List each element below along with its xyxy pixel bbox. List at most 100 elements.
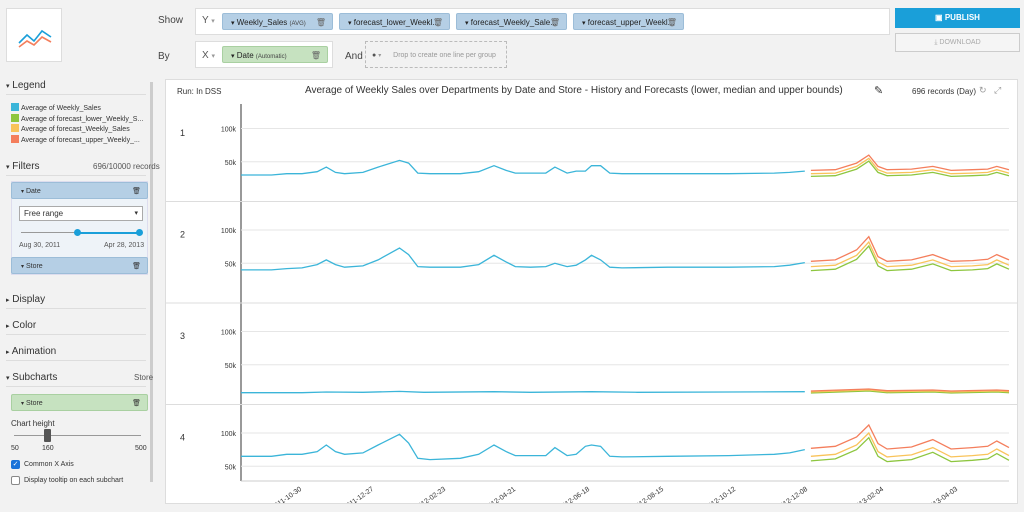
- trash-icon[interactable]: 🗑: [310, 51, 321, 60]
- download-icon: ⤓: [934, 39, 938, 46]
- measure-pill-forecast-upper[interactable]: ▾ forecast_upper_Weekl... 🗑: [573, 13, 684, 30]
- edit-title-icon[interactable]: ✎: [874, 85, 884, 97]
- x-tick-label: 2012-06-18: [558, 486, 591, 503]
- series-line-forecast-upper: [810, 235, 1010, 262]
- line-chart-icon: [18, 29, 52, 48]
- subchart-label: 4: [180, 433, 185, 443]
- legend-swatch: [11, 124, 19, 132]
- height-slider-track[interactable]: [14, 435, 141, 436]
- subchart-store-pill[interactable]: ▾ Store 🗑: [11, 394, 148, 411]
- series-line-forecast-lower: [810, 436, 1010, 463]
- display-section-header[interactable]: ▸ Display: [6, 294, 46, 305]
- droplet-icon: ●: [372, 52, 377, 59]
- measure-pill-forecast-lower[interactable]: ▾ forecast_lower_Weekl... 🗑: [339, 13, 450, 30]
- filters-count: 696/10000 records: [93, 162, 160, 171]
- legend-label: Average of forecast_Weekly_Sales: [21, 126, 130, 133]
- legend-item[interactable]: Average of forecast_Weekly_Sales: [11, 124, 149, 135]
- series-line-forecast-upper: [810, 154, 1010, 172]
- store-filter-pill[interactable]: ▾ Store 🗑: [11, 257, 148, 274]
- trash-icon[interactable]: 🗑: [132, 263, 141, 270]
- y-tick-label: 100k: [221, 431, 237, 438]
- trash-icon[interactable]: 🗑: [132, 400, 141, 407]
- trash-icon[interactable]: 🗑: [549, 18, 560, 27]
- series-line-forecast: [810, 431, 1010, 458]
- range-end-handle[interactable]: [136, 229, 143, 236]
- date-filter-pill[interactable]: ▾ Date 🗑: [11, 182, 148, 199]
- color-section-header[interactable]: ▸ Color: [6, 320, 37, 331]
- refresh-icon[interactable]: ↻: [979, 85, 987, 95]
- legend-label: Average of Weekly_Sales: [21, 105, 101, 112]
- range-type-select[interactable]: Free range ▾: [19, 206, 143, 221]
- by-label: By: [158, 51, 170, 62]
- measure-pill-weekly-sales[interactable]: ▾ Weekly_Sales (AVG) 🗑: [222, 13, 333, 30]
- x-axis-selector[interactable]: X ▾: [202, 50, 215, 61]
- series-line-forecast: [810, 240, 1010, 268]
- chart-type-icon[interactable]: [6, 8, 62, 62]
- range-slider-fill: [76, 232, 139, 234]
- x-tick-label: 2013-04-03: [926, 486, 959, 503]
- filters-section-header[interactable]: ▾ Filters: [6, 161, 40, 172]
- series-line-forecast: [810, 157, 1010, 175]
- height-min-label: 50: [11, 445, 19, 452]
- publish-button[interactable]: ▣ PUBLISH: [895, 8, 1020, 28]
- subcharts-section-header[interactable]: ▾ Subcharts: [6, 372, 58, 383]
- x-tick-label: 2012-10-12: [704, 486, 737, 503]
- common-x-checkbox[interactable]: ✓: [11, 460, 20, 469]
- legend-swatch: [11, 113, 19, 122]
- dashboard-icon: ▣: [935, 13, 943, 22]
- trash-icon[interactable]: 🗑: [432, 18, 443, 27]
- measure-pill-forecast[interactable]: ▾ forecast_Weekly_Sale... 🗑: [456, 13, 567, 30]
- series-line-weekly-sales: [241, 390, 805, 394]
- series-line-forecast-lower: [810, 390, 1010, 394]
- chart-height-label: Chart height: [11, 419, 55, 428]
- show-label: Show: [158, 15, 184, 26]
- records-count: 696 records (Day): [912, 87, 977, 96]
- chart-area: 1 50k 100k 2 50k 100k 3 50k 100k 4 50k 100k 2011-10-…: [166, 104, 1017, 503]
- range-start-label: Aug 30, 2011: [19, 242, 61, 249]
- legend-item[interactable]: Average of forecast_upper_Weekly_...: [11, 134, 149, 146]
- legend-section-header[interactable]: ▾ Legend: [6, 80, 46, 91]
- legend-swatch: [11, 103, 19, 111]
- dimension-pill-date[interactable]: ▾ Date (Automatic) 🗑: [222, 46, 328, 63]
- x-tick-label: 2012-08-15: [632, 486, 665, 503]
- series-line-forecast-upper: [810, 423, 1010, 450]
- subchart-label: 3: [180, 331, 185, 341]
- trash-icon[interactable]: 🗑: [132, 188, 141, 195]
- legend-swatch: [11, 134, 19, 143]
- legend-label: Average of forecast_lower_Weekly_S...: [21, 115, 144, 123]
- y-axis-selector[interactable]: Y ▾: [202, 15, 215, 26]
- x-tick-label: 2013-02-04: [852, 486, 885, 503]
- sidebar-scrollbar[interactable]: [150, 82, 153, 482]
- subcharts-value: Store: [134, 373, 154, 382]
- range-end-label: Apr 28, 2013: [104, 242, 145, 249]
- tooltip-checkbox[interactable]: [11, 476, 20, 485]
- subchart-label: 1: [180, 128, 185, 138]
- x-tick-label: 2012-04-21: [484, 486, 517, 503]
- range-start-handle[interactable]: [74, 229, 81, 236]
- group-dropzone[interactable]: ● ▾ Drop to create one line per group: [365, 41, 507, 68]
- trash-icon[interactable]: 🗑: [666, 18, 677, 27]
- download-button[interactable]: ⤓ DOWNLOAD: [895, 33, 1020, 52]
- subchart-label: 2: [180, 230, 185, 240]
- common-x-label: Common X Axis: [24, 461, 74, 468]
- height-slider-handle[interactable]: [44, 429, 51, 442]
- legend: Average of Weekly_Sales Average of foreca…: [11, 103, 149, 145]
- legend-item[interactable]: Average of Weekly_Sales: [11, 103, 149, 114]
- animation-section-header[interactable]: ▸ Animation: [6, 346, 57, 357]
- series-line-weekly-sales: [241, 247, 805, 271]
- trash-icon[interactable]: 🗑: [315, 18, 326, 27]
- series-line-forecast-upper: [810, 388, 1010, 392]
- series-line-forecast: [810, 389, 1010, 393]
- chart-title: Average of Weekly Sales over Departments…: [305, 85, 843, 96]
- tooltip-label: Display tooltip on each subchart: [24, 477, 124, 484]
- and-label: And: [345, 51, 363, 62]
- x-tick-label: 2012-12-08: [776, 486, 809, 503]
- y-tick-label: 50k: [225, 363, 237, 370]
- y-tick-label: 50k: [225, 160, 237, 167]
- x-tick-label: 2012-02-23: [414, 486, 447, 503]
- legend-item[interactable]: Average of forecast_lower_Weekly_S...: [11, 113, 149, 125]
- y-tick-label: 100k: [221, 228, 237, 235]
- run-label: Run: In DSS: [177, 87, 222, 96]
- expand-icon[interactable]: ⤢: [994, 85, 1002, 95]
- y-tick-label: 50k: [225, 464, 237, 471]
